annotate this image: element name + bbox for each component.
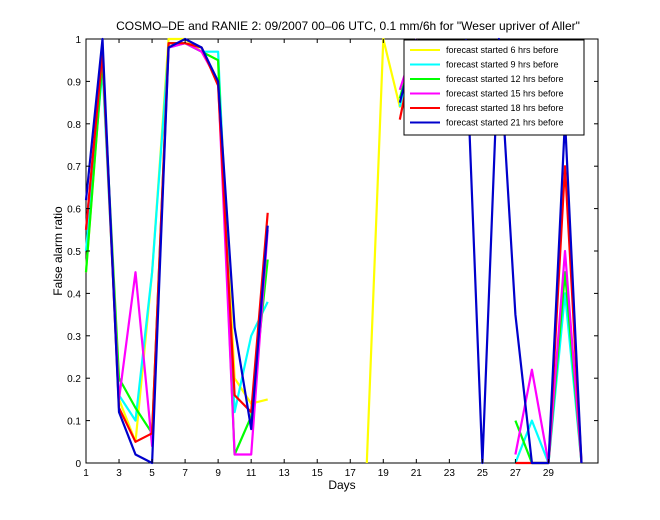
legend-box xyxy=(403,39,585,136)
series-segment xyxy=(84,37,269,465)
y-axis: 0 0.1 0.2 0.3 0.4 0.5 0.6 0.7 0.8 0.9 1 xyxy=(67,35,598,470)
y-tick-label: 0 xyxy=(75,459,81,470)
x-tick-label: 27 xyxy=(510,468,522,479)
y-tick-label: 0.4 xyxy=(67,289,81,300)
x-tick-label: 15 xyxy=(312,468,324,479)
x-tick-label: 5 xyxy=(149,468,155,479)
y-tick-label: 0.2 xyxy=(67,374,81,385)
x-tick-label: 23 xyxy=(444,468,456,479)
x-tick-label: 25 xyxy=(477,468,489,479)
y-tick-label: 0.9 xyxy=(67,77,81,88)
y-axis-label: False alarm ratio xyxy=(51,206,65,296)
series-segment xyxy=(464,37,583,465)
x-tick-label: 7 xyxy=(182,468,188,479)
x-tick-label: 1 xyxy=(83,468,89,479)
y-tick-label: 0.6 xyxy=(67,205,81,216)
legend: forecast started 6 hrs before forecast st… xyxy=(403,39,585,136)
x-tick-label: 13 xyxy=(279,468,291,479)
y-tick-label: 0.7 xyxy=(67,162,81,173)
legend-entry: forecast started 9 hrs before xyxy=(446,60,559,70)
legend-entry: forecast started 6 hrs before xyxy=(446,45,559,55)
x-tick-label: 11 xyxy=(246,468,257,479)
legend-entry: forecast started 21 hrs before xyxy=(446,118,564,128)
x-tick-label: 19 xyxy=(378,468,390,479)
y-tick-label: 0.1 xyxy=(67,417,81,428)
y-tick-label: 1 xyxy=(75,35,81,46)
x-axis-label: Days xyxy=(328,478,355,492)
y-tick-label: 0.8 xyxy=(67,120,81,131)
x-tick-label: 17 xyxy=(345,468,357,479)
x-tick-label: 3 xyxy=(116,468,122,479)
legend-entry: forecast started 15 hrs before xyxy=(446,89,564,99)
x-tick-label: 21 xyxy=(411,468,423,479)
y-tick-label: 0.5 xyxy=(67,247,81,258)
x-tick-label: 29 xyxy=(543,468,555,479)
y-tick-label: 0.3 xyxy=(67,332,81,343)
legend-entry: forecast started 12 hrs before xyxy=(446,74,564,84)
x-axis: 1 3 5 7 9 11 13 15 17 19 21 23 25 27 29 xyxy=(83,39,554,479)
legend-entry: forecast started 18 hrs before xyxy=(446,103,564,113)
x-tick-label: 9 xyxy=(215,468,221,479)
chart-title: COSMO–DE and RANIE 2: 09/2007 00–06 UTC,… xyxy=(116,19,580,33)
